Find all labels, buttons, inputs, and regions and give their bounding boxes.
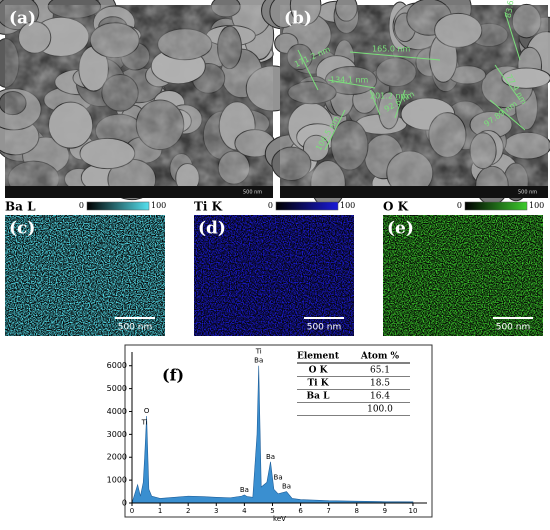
colorbar-label: 100 xyxy=(340,201,355,210)
element-label: O K xyxy=(383,200,409,214)
x-tick-label: 6 xyxy=(298,507,303,515)
element-label: Ba L xyxy=(5,200,36,214)
panel-label: (d) xyxy=(198,219,226,239)
peak-label: Ti xyxy=(141,419,148,427)
y-tick-label: 4000 xyxy=(107,407,127,416)
x-tick-label: 2 xyxy=(186,507,190,515)
measure-line xyxy=(494,64,521,101)
measure-line xyxy=(324,109,346,151)
panel-label: (b) xyxy=(284,9,312,29)
peak-label: Ba xyxy=(254,357,263,365)
panel-label: (c) xyxy=(9,219,35,239)
colorbar-label: 0 xyxy=(268,201,273,210)
y-tick-label: 2000 xyxy=(107,453,127,462)
x-tick-label: 10 xyxy=(408,507,417,515)
measure-line xyxy=(327,79,376,89)
spectrum-area xyxy=(131,365,414,504)
table-element: Ti K xyxy=(307,379,329,389)
x-tick-label: 7 xyxy=(326,507,330,515)
texture xyxy=(5,5,273,186)
colorbar-label: 100 xyxy=(151,201,166,210)
peak-label: Ba xyxy=(274,473,283,481)
x-tick-label: 5 xyxy=(270,507,274,515)
element-label: Ti K xyxy=(194,200,223,214)
x-tick-label: 0 xyxy=(130,507,134,515)
peak-label: O xyxy=(144,407,150,415)
measure-line xyxy=(394,89,406,119)
table-element: Ba L xyxy=(307,392,331,402)
panel-label: (a) xyxy=(9,9,36,29)
table-value: 100.0 xyxy=(367,405,393,415)
x-tick-label: 9 xyxy=(383,507,387,515)
peak-label: Ba xyxy=(240,486,249,494)
panel-label: (f) xyxy=(162,366,184,385)
y-tick-label: 1000 xyxy=(107,476,127,485)
map-signal xyxy=(5,215,165,336)
y-tick-label: 0 xyxy=(122,499,127,508)
x-tick-label: 3 xyxy=(214,507,218,515)
colorbar-label: 100 xyxy=(529,201,544,210)
scale-bar-label: 500 nm xyxy=(518,190,537,196)
x-axis-label: keV xyxy=(273,515,286,523)
spectrum-frame xyxy=(124,344,433,518)
colorbar xyxy=(275,201,339,211)
measure-label: 165.0 nm xyxy=(372,45,411,54)
info-bar xyxy=(5,186,273,198)
colorbar xyxy=(86,201,150,211)
colorbar-label: 0 xyxy=(79,201,84,210)
table-value: 16.4 xyxy=(370,392,390,402)
map-signal xyxy=(194,215,354,336)
measure-line xyxy=(369,89,381,116)
table-value: 65.1 xyxy=(370,366,390,376)
measure-line xyxy=(489,99,526,131)
y-tick-label: 3000 xyxy=(107,430,127,439)
measure-line xyxy=(349,51,441,61)
scale-bar-label: 500 nm xyxy=(496,323,531,333)
scale-bar-label: 500 nm xyxy=(243,190,262,196)
table-header: Atom % xyxy=(360,352,400,362)
info-bar xyxy=(280,186,548,198)
texture xyxy=(280,5,548,186)
peak-label: Ti xyxy=(255,348,262,356)
measure-line xyxy=(297,49,319,91)
peak-label: Ba xyxy=(266,453,275,461)
scale-bar-label: 500 nm xyxy=(307,323,342,333)
x-tick-label: 1 xyxy=(158,507,162,515)
colorbar-label: 0 xyxy=(457,201,462,210)
x-tick-label: 4 xyxy=(242,507,247,515)
measure-label: 134.1 nm xyxy=(330,76,369,85)
colorbar xyxy=(464,201,528,211)
x-tick-label: 8 xyxy=(355,507,359,515)
map-signal xyxy=(383,215,543,336)
y-tick-label: 5000 xyxy=(107,384,127,393)
table-value: 18.5 xyxy=(370,379,390,389)
table-header: Element xyxy=(297,352,340,362)
measure-label: 201.2 nm xyxy=(370,92,409,101)
panel-label: (e) xyxy=(387,219,414,239)
measure-line xyxy=(504,11,521,61)
table-element: O K xyxy=(309,366,329,376)
scale-bar-label: 500 nm xyxy=(118,323,153,333)
peak-label: Ba xyxy=(282,483,291,491)
y-tick-label: 6000 xyxy=(107,361,127,370)
